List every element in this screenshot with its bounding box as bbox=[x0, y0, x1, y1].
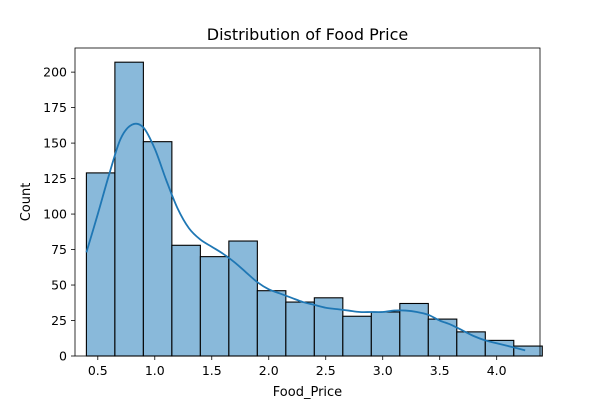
x-tick-label: 1.5 bbox=[202, 363, 222, 378]
histogram-bar-6 bbox=[228, 240, 258, 357]
y-tick-label: 50 bbox=[51, 278, 67, 293]
histogram-bar-8 bbox=[285, 301, 315, 357]
x-tick-label: 2.0 bbox=[259, 363, 279, 378]
histogram-bar-16 bbox=[513, 345, 543, 357]
y-tick-label: 175 bbox=[43, 100, 67, 115]
histogram-bar-7 bbox=[256, 290, 287, 357]
histogram-bar-1 bbox=[85, 172, 116, 357]
x-tick-label: 2.5 bbox=[316, 363, 336, 378]
x-tick-label: 4.0 bbox=[487, 363, 507, 378]
y-tick-label: 0 bbox=[59, 349, 67, 364]
kde-layer bbox=[85, 122, 526, 352]
y-axis-label: Count bbox=[19, 183, 34, 222]
y-axis: 0 25 50 75 100 125 150 175 200 bbox=[43, 65, 75, 364]
y-tick-label: 25 bbox=[51, 313, 67, 328]
x-tick-label: 3.0 bbox=[373, 363, 393, 378]
x-tick-label: 0.5 bbox=[88, 363, 108, 378]
x-axis: 0.5 1.0 1.5 2.0 2.5 3.0 3.5 4.0 bbox=[88, 356, 507, 378]
histogram-bar-4 bbox=[171, 244, 201, 357]
bars-layer bbox=[85, 61, 543, 357]
y-tick-label: 150 bbox=[43, 136, 67, 151]
histogram-bar-10 bbox=[342, 315, 372, 357]
histogram-bar-3 bbox=[142, 141, 173, 357]
kde-curve bbox=[85, 122, 526, 352]
y-tick-label: 200 bbox=[43, 65, 67, 80]
x-tick-label: 3.5 bbox=[430, 363, 450, 378]
histogram-bar-2 bbox=[114, 61, 144, 357]
x-tick-label: 1.0 bbox=[145, 363, 165, 378]
histogram-bar-11 bbox=[370, 311, 401, 357]
chart-title: Distribution of Food Price bbox=[207, 25, 408, 44]
x-axis-label: Food_Price bbox=[273, 385, 342, 400]
histogram-bar-15 bbox=[484, 339, 515, 357]
plot-frame bbox=[74, 47, 541, 357]
y-tick-label: 75 bbox=[51, 242, 67, 257]
y-tick-label: 100 bbox=[43, 207, 67, 222]
histogram-bar-5 bbox=[199, 256, 230, 357]
y-tick-label: 125 bbox=[43, 171, 67, 186]
